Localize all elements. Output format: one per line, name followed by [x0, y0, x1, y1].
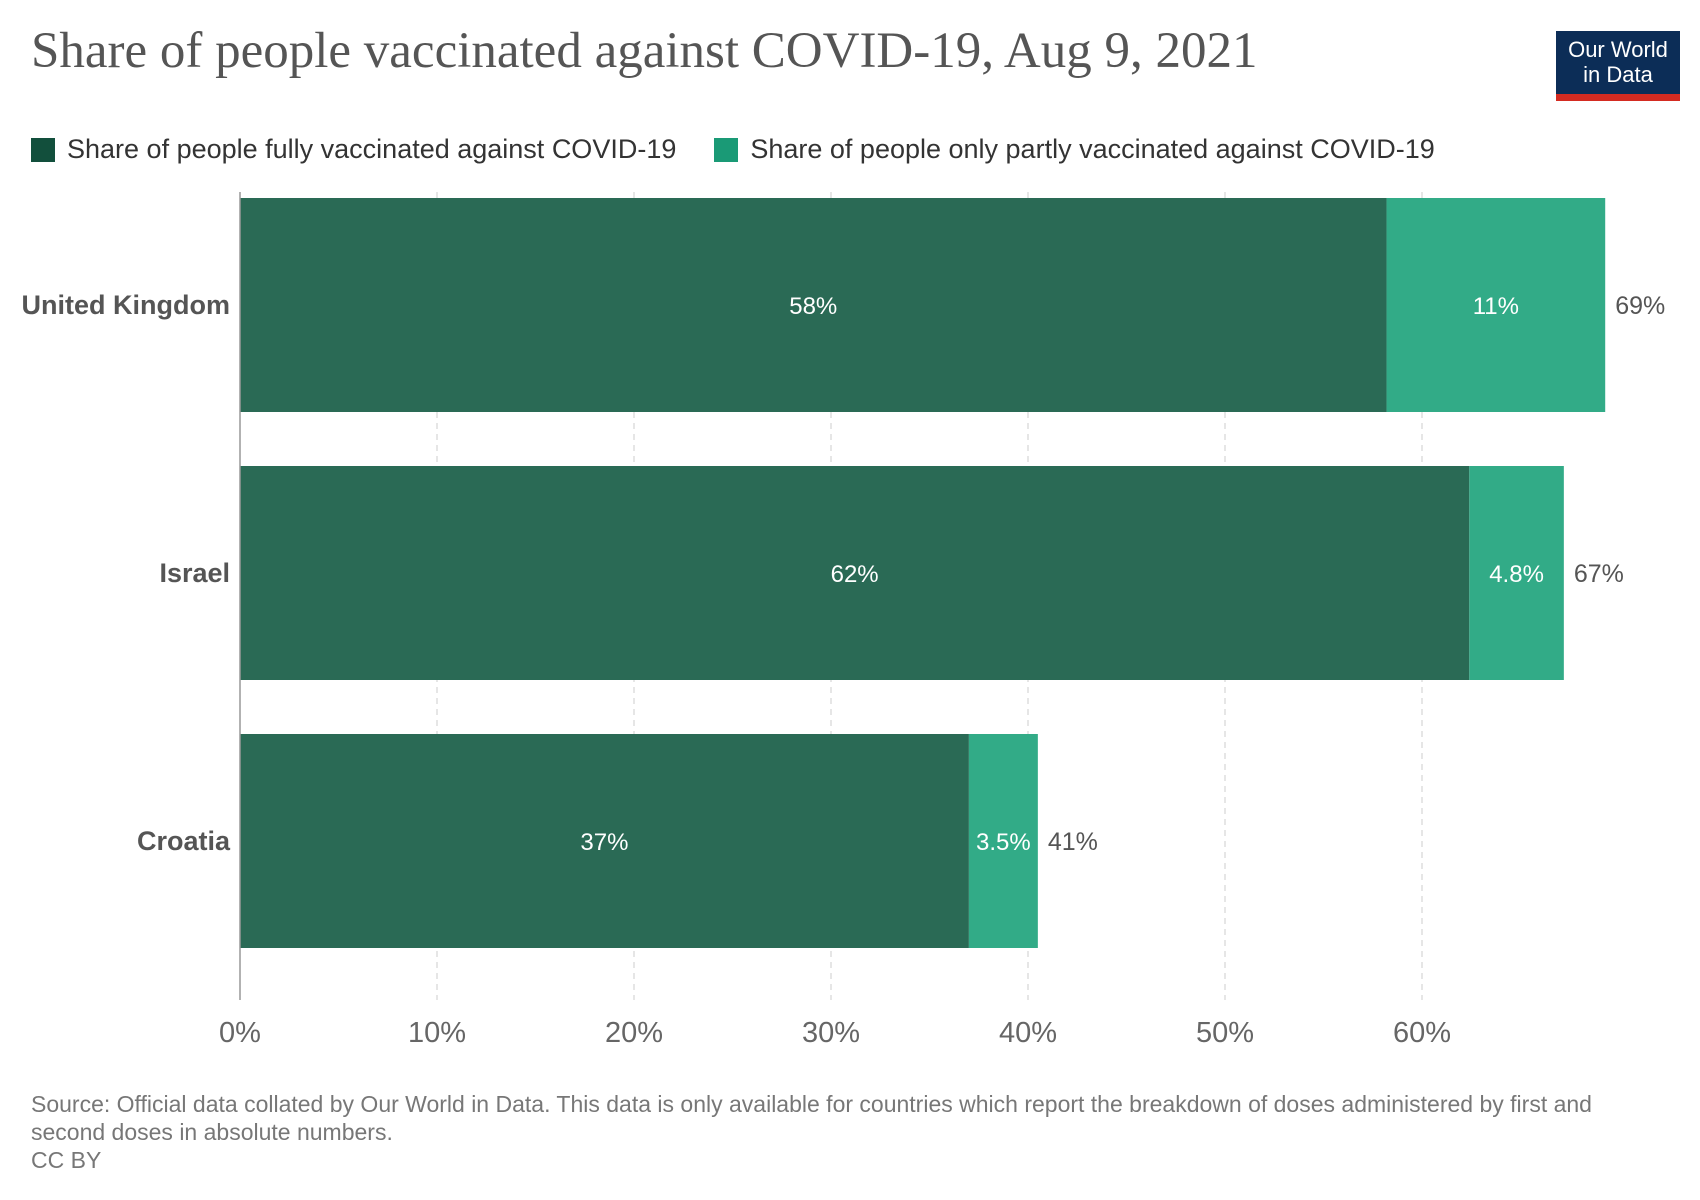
total-label-croatia: 41%: [1048, 828, 1098, 856]
x-tick-label-10: 10%: [408, 1017, 466, 1049]
license-note: CC BY: [31, 1147, 102, 1173]
bar-croatia-partly: [968, 734, 1038, 948]
legend: Share of people fully vaccinated against…: [31, 134, 1473, 165]
legend-item-partly[interactable]: Share of people only partly vaccinated a…: [714, 134, 1435, 165]
category-label-croatia: Croatia: [137, 826, 231, 856]
bar-label-croatia-partly: 3.5%: [976, 829, 1031, 856]
legend-label-partly: Share of people only partly vaccinated a…: [750, 134, 1435, 164]
logo-line-1: Our World: [1568, 37, 1668, 62]
legend-item-fully[interactable]: Share of people fully vaccinated against…: [31, 134, 676, 165]
source-note: Source: Official data collated by Our Wo…: [31, 1091, 1592, 1145]
total-label-united-kingdom: 69%: [1615, 292, 1665, 320]
x-tick-label-0: 0%: [219, 1017, 261, 1049]
logo-line-2: in Data: [1583, 62, 1653, 87]
x-tick-label-50: 50%: [1196, 1017, 1254, 1049]
bar-label-united-kingdom-partly: 11%: [1473, 293, 1519, 320]
x-tick-label-20: 20%: [605, 1017, 663, 1049]
category-label-israel: Israel: [159, 558, 230, 588]
legend-swatch-fully: [31, 137, 55, 162]
category-label-united-kingdom: United Kingdom: [22, 290, 230, 320]
bar-croatia-fully: [240, 734, 969, 948]
bar-israel-fully: [240, 466, 1470, 680]
bar-label-croatia-fully: 37%: [580, 829, 628, 856]
chart-title: Share of people vaccinated against COVID…: [31, 23, 1258, 79]
x-tick-label-30: 30%: [802, 1017, 860, 1049]
legend-label-fully: Share of people fully vaccinated against…: [67, 134, 677, 164]
bar-united-kingdom-fully: [240, 198, 1387, 412]
bar-united-kingdom-partly: [1386, 198, 1606, 412]
legend-swatch-partly: [714, 137, 739, 162]
owid-logo[interactable]: Our World in Data: [1556, 31, 1680, 101]
bar-label-israel-partly: 4.8%: [1489, 561, 1544, 588]
total-label-israel: 67%: [1574, 560, 1624, 588]
bar-label-israel-fully: 62%: [831, 561, 879, 588]
x-tick-label-40: 40%: [999, 1017, 1057, 1049]
footer: Source: Official data collated by Our Wo…: [31, 1090, 1641, 1174]
x-tick-label-60: 60%: [1393, 1017, 1451, 1049]
bar-label-united-kingdom-fully: 58%: [789, 293, 837, 320]
bar-chart: 58% 11% 69% United Kingdom 62% 4.8% 67% Israel 3…: [22, 192, 1665, 1049]
bar-israel-partly: [1469, 466, 1564, 680]
